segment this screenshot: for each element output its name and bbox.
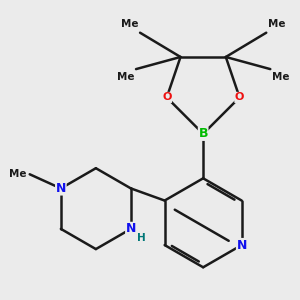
- Text: Me: Me: [121, 20, 138, 29]
- Text: Me: Me: [9, 169, 26, 179]
- Text: O: O: [162, 92, 171, 102]
- Text: Me: Me: [268, 20, 285, 29]
- Text: Me: Me: [117, 72, 134, 82]
- Text: N: N: [126, 222, 136, 236]
- Text: H: H: [136, 233, 145, 243]
- Text: Me: Me: [272, 72, 290, 82]
- Text: B: B: [198, 127, 208, 140]
- Text: N: N: [236, 238, 247, 251]
- Text: O: O: [235, 92, 244, 102]
- Text: N: N: [56, 182, 66, 195]
